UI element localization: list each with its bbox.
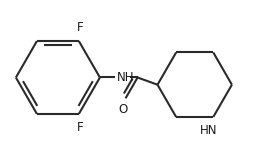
Text: NH: NH bbox=[117, 71, 135, 84]
Text: HN: HN bbox=[200, 124, 218, 137]
Text: O: O bbox=[118, 103, 127, 116]
Text: F: F bbox=[77, 121, 83, 134]
Text: F: F bbox=[77, 21, 83, 34]
